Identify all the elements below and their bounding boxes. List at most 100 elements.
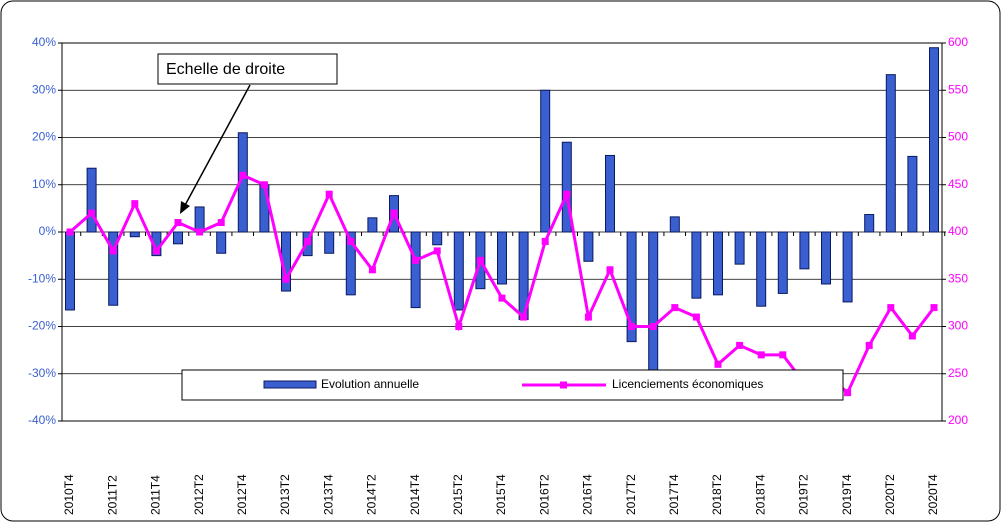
bar — [605, 154, 615, 233]
annotation: Echelle de droite — [166, 61, 285, 78]
marker — [325, 190, 333, 198]
y-tick-label: -10% — [28, 271, 56, 285]
marker — [692, 313, 700, 321]
y2-tick-label: 200 — [948, 413, 968, 427]
marker — [282, 275, 290, 283]
marker — [908, 332, 916, 340]
bar — [777, 231, 788, 294]
marker — [628, 323, 636, 330]
bar — [324, 231, 335, 254]
marker — [433, 247, 441, 255]
y2-tick-label: 300 — [948, 319, 968, 333]
bar — [65, 231, 75, 311]
x-tick-label: 2016T2 — [537, 474, 551, 515]
x-tick-label: 2015T4 — [494, 474, 508, 515]
marker — [152, 247, 160, 255]
y-tick-label: 0% — [39, 224, 57, 238]
legend-swatch — [263, 380, 317, 389]
marker — [757, 351, 765, 359]
marker — [887, 304, 895, 312]
x-tick-label: 2018T2 — [710, 474, 724, 515]
bar — [540, 89, 551, 233]
marker — [174, 219, 182, 227]
bar — [497, 231, 507, 285]
marker — [606, 266, 614, 274]
legend-label: Evolution annuelle — [321, 377, 419, 391]
marker — [563, 190, 571, 198]
marker — [131, 200, 139, 208]
marker — [649, 323, 657, 330]
x-tick-label: 2020T2 — [883, 474, 897, 515]
bar — [194, 206, 205, 233]
marker — [109, 247, 117, 255]
y-tick-label: 40% — [32, 35, 56, 49]
bar — [410, 231, 421, 309]
marker — [260, 181, 268, 189]
marker — [541, 237, 549, 245]
marker — [520, 313, 528, 321]
marker — [930, 304, 938, 312]
bar — [713, 231, 723, 296]
marker — [368, 266, 376, 274]
marker — [584, 313, 592, 321]
bar — [907, 155, 918, 233]
bar — [561, 141, 572, 233]
x-tick-label: 2015T2 — [451, 474, 465, 515]
x-tick-label: 2012T2 — [192, 474, 206, 515]
bar — [842, 231, 853, 303]
y-tick-label: 20% — [32, 130, 56, 144]
y2-tick-label: 600 — [948, 35, 968, 49]
bar — [691, 231, 702, 299]
bar — [756, 231, 767, 307]
arrow-head — [180, 201, 190, 214]
bar — [583, 231, 594, 262]
marker — [239, 171, 247, 179]
legend-label: Licenciements économiques — [612, 377, 763, 391]
marker — [498, 294, 506, 302]
marker — [844, 389, 852, 397]
x-tick-label: 2011T2 — [105, 475, 119, 515]
annotation-box — [157, 53, 338, 85]
x-tick-label: 2017T2 — [624, 474, 638, 515]
x-tick-label: 2019T2 — [797, 474, 811, 515]
y-tick-label: -40% — [28, 413, 56, 427]
marker — [476, 256, 484, 264]
bar — [885, 74, 896, 233]
bar — [86, 167, 97, 233]
x-tick-label: 2013T4 — [321, 474, 335, 515]
bar — [669, 216, 680, 233]
bar — [367, 217, 378, 233]
x-tick-label: 2014T2 — [365, 474, 379, 515]
marker — [736, 341, 744, 349]
marker — [217, 219, 225, 227]
bar — [216, 231, 227, 254]
bar — [108, 231, 119, 306]
x-tick-label: 2013T2 — [278, 474, 292, 515]
bar — [453, 231, 464, 311]
y2-tick-label: 450 — [948, 177, 968, 191]
y-tick-label: 10% — [32, 177, 56, 191]
marker — [304, 237, 312, 245]
bar — [821, 231, 831, 285]
marker — [671, 304, 679, 312]
marker — [412, 256, 420, 264]
marker — [865, 341, 873, 349]
marker — [455, 323, 463, 330]
marker — [779, 351, 787, 359]
x-tick-label: 2017T4 — [667, 474, 681, 515]
x-tick-label: 2016T4 — [581, 474, 595, 515]
x-tick-label: 2018T4 — [753, 474, 767, 515]
y2-tick-label: 550 — [948, 82, 968, 96]
bar — [799, 231, 810, 270]
bar — [864, 214, 875, 233]
annotation-arrow — [182, 84, 251, 210]
y-tick-label: -20% — [28, 319, 56, 333]
marker — [347, 237, 355, 245]
marker — [390, 209, 398, 217]
bar — [129, 231, 140, 238]
x-tick-label: 2012T4 — [235, 474, 249, 515]
bar — [626, 231, 637, 343]
x-tick-label: 2010T4 — [62, 474, 76, 515]
bar — [734, 231, 745, 265]
